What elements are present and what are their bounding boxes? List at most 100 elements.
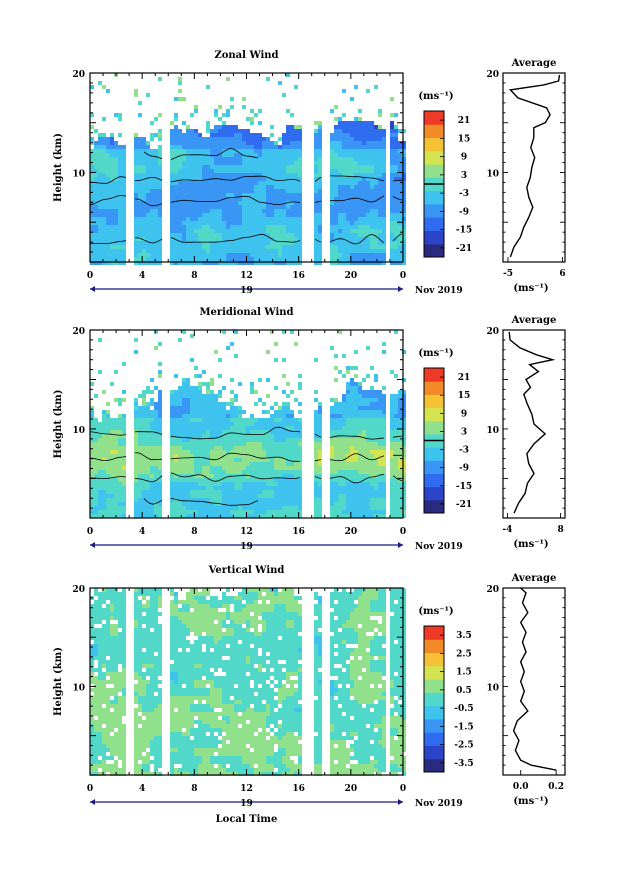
heat-cell xyxy=(190,510,194,514)
heat-cell xyxy=(218,133,222,137)
heat-cell xyxy=(330,434,334,438)
heat-cell xyxy=(242,253,246,257)
heat-cell xyxy=(98,434,102,438)
heat-cell xyxy=(202,261,206,265)
heat-cell xyxy=(194,185,198,189)
heat-cell xyxy=(134,213,138,217)
heat-cell xyxy=(282,133,286,137)
heat-cell xyxy=(278,221,282,225)
heat-cell xyxy=(138,169,142,173)
heat-cell xyxy=(150,157,154,161)
heat-cell xyxy=(214,482,218,486)
heat-cell xyxy=(270,241,274,245)
heat-cell xyxy=(118,462,122,466)
heat-cell xyxy=(242,241,246,245)
heat-cell xyxy=(122,494,126,498)
heat-cell xyxy=(354,217,358,221)
heat-cell xyxy=(122,430,126,434)
heat-cell xyxy=(266,462,270,466)
heat-cell xyxy=(98,510,102,514)
x-tick-label: 12 xyxy=(240,271,253,281)
heat-cell xyxy=(350,466,354,470)
heat-cell xyxy=(222,121,226,125)
heat-cell xyxy=(146,442,150,446)
heat-cell xyxy=(294,137,298,141)
heat-cell xyxy=(282,261,286,265)
heat-cell xyxy=(106,193,110,197)
heat-cell xyxy=(314,510,318,514)
heat-cell xyxy=(182,157,186,161)
heat-cell xyxy=(294,173,298,177)
heat-cell xyxy=(358,462,362,466)
heat-cell xyxy=(394,209,398,213)
heat-cell xyxy=(182,205,186,209)
heat-cell xyxy=(382,149,386,153)
heat-cell xyxy=(402,225,406,229)
heat-cell xyxy=(314,241,318,245)
heat-cell xyxy=(226,213,230,217)
heat-cell xyxy=(394,438,398,442)
heat-cell xyxy=(266,145,270,149)
heat-cell xyxy=(362,418,366,422)
heat-cell xyxy=(246,510,250,514)
heat-cell xyxy=(142,410,146,414)
heat-cell xyxy=(190,249,194,253)
heat-cell xyxy=(270,165,274,169)
heat-cell xyxy=(278,434,282,438)
heat-cell xyxy=(134,149,138,153)
heat-cell xyxy=(330,185,334,189)
heat-cell xyxy=(314,474,318,478)
heat-cell xyxy=(234,157,238,161)
heat-cell xyxy=(178,486,182,490)
heat-cell xyxy=(282,390,286,394)
heat-cell xyxy=(102,189,106,193)
heat-cell xyxy=(374,506,378,510)
heat-cell xyxy=(234,209,238,213)
heat-cell xyxy=(202,422,206,426)
heat-cell xyxy=(170,201,174,205)
heat-cell xyxy=(242,482,246,486)
heat-cell xyxy=(270,450,274,454)
heat-cell xyxy=(298,494,302,498)
heat-cell xyxy=(174,177,178,181)
heat-cell xyxy=(206,205,210,209)
heat-cell xyxy=(398,193,402,197)
heat-cell xyxy=(146,402,150,406)
heat-cell xyxy=(366,390,370,394)
heat-cell xyxy=(118,474,122,478)
heat-cell xyxy=(370,470,374,474)
heat-cell xyxy=(134,93,138,97)
heat-cell xyxy=(226,157,230,161)
heat-cell xyxy=(142,514,146,518)
heat-cell xyxy=(250,177,254,181)
heat-cell xyxy=(378,257,382,261)
heat-cell xyxy=(190,406,194,410)
heat-cell xyxy=(354,129,358,133)
heat-cell xyxy=(262,161,266,165)
heat-cell xyxy=(98,422,102,426)
heat-cell xyxy=(262,410,266,414)
heat-cell xyxy=(94,249,98,253)
heat-cell xyxy=(354,149,358,153)
heat-cell xyxy=(238,233,242,237)
heat-cell xyxy=(350,382,354,386)
heat-cell xyxy=(362,233,366,237)
heat-cell xyxy=(358,474,362,478)
heat-cell xyxy=(218,249,222,253)
heat-cell xyxy=(90,406,94,410)
heat-cell xyxy=(142,406,146,410)
heat-cell xyxy=(178,430,182,434)
heat-cell xyxy=(294,185,298,189)
heat-cell xyxy=(186,430,190,434)
heat-cell xyxy=(282,141,286,145)
heat-cell xyxy=(374,454,378,458)
heat-cell xyxy=(154,245,158,249)
colorbar-tick-label: -15 xyxy=(456,482,472,492)
heat-cell xyxy=(190,422,194,426)
heat-cell xyxy=(402,249,406,253)
heat-cell xyxy=(354,225,358,229)
heat-cell xyxy=(146,422,150,426)
heat-cell xyxy=(298,129,302,133)
heat-cell xyxy=(258,245,262,249)
heat-cell xyxy=(262,221,266,225)
